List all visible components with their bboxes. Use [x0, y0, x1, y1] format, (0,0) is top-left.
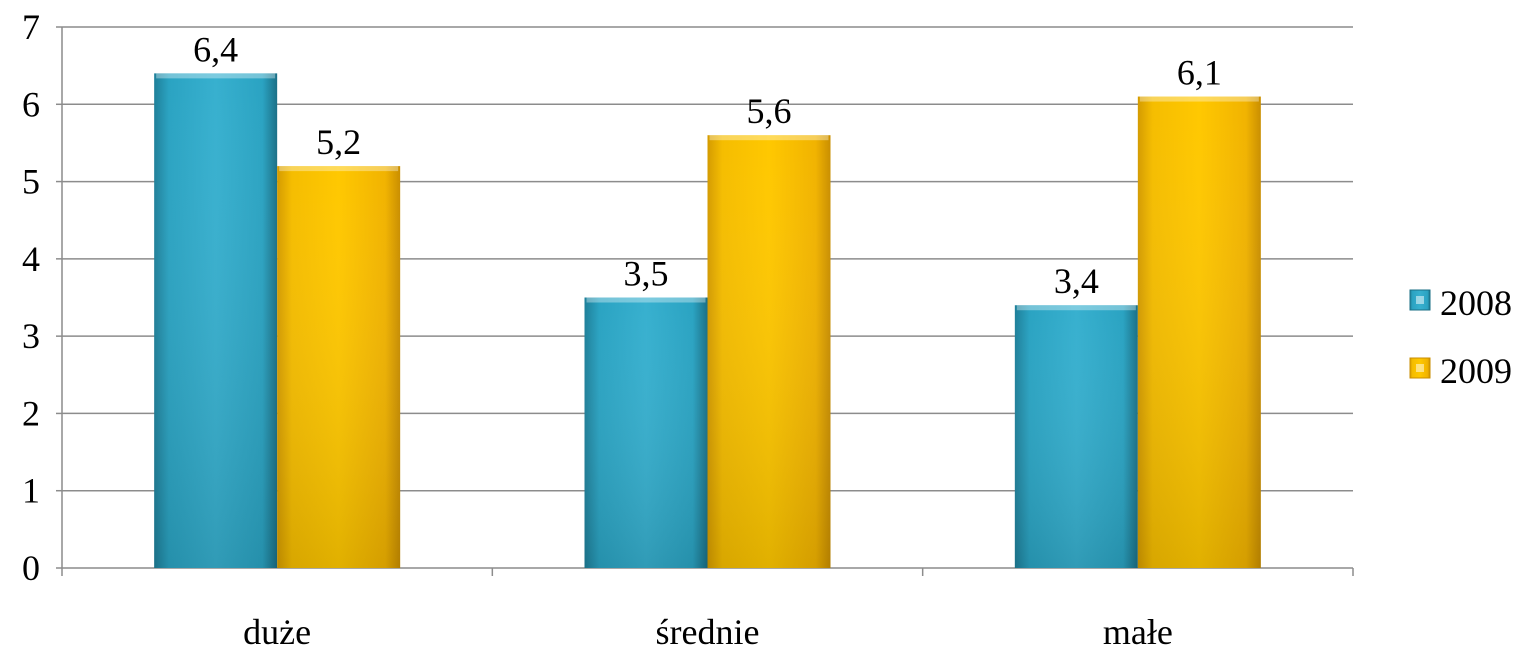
bar-bevel [586, 297, 706, 303]
bar-bevel [709, 135, 829, 141]
bar-bevel [1139, 96, 1259, 102]
category-label: duże [243, 612, 311, 648]
bar-shade [1137, 96, 1261, 569]
data-label: 5,6 [747, 91, 792, 131]
legend-swatch-highlight [1416, 296, 1424, 304]
data-label: 5,2 [316, 122, 361, 162]
y-tick-label: 0 [22, 548, 40, 588]
bar-shade [584, 297, 708, 568]
data-label: 3,5 [624, 254, 669, 294]
bar-bevel [279, 166, 399, 172]
category-label: małe [1103, 612, 1173, 648]
data-label: 6,1 [1177, 53, 1222, 93]
bar-bevel [156, 73, 276, 79]
y-tick-label: 7 [22, 7, 40, 47]
y-tick-label: 5 [22, 162, 40, 202]
y-tick-label: 3 [22, 316, 40, 356]
bars [154, 73, 1261, 569]
legend: 2008 2009 [1409, 283, 1512, 391]
bar-shade [707, 135, 831, 568]
legend-swatch-highlight [1416, 364, 1424, 372]
category-label: średnie [656, 612, 760, 648]
bar-bevel [1016, 305, 1136, 311]
y-tick-label: 4 [22, 239, 40, 279]
y-tick-label: 1 [22, 471, 40, 511]
legend-label-2008: 2008 [1440, 283, 1512, 323]
bar-shade [154, 73, 278, 568]
bar-shade [277, 166, 401, 568]
y-tick-label: 6 [22, 84, 40, 124]
data-label: 6,4 [193, 29, 238, 69]
data-labels: 6,4 3,5 3,4 5,2 5,6 6,1 [193, 29, 1222, 301]
data-label: 3,4 [1054, 261, 1099, 301]
y-tick-label: 2 [22, 393, 40, 433]
bar-shade [1014, 305, 1138, 568]
legend-label-2009: 2009 [1440, 351, 1512, 391]
